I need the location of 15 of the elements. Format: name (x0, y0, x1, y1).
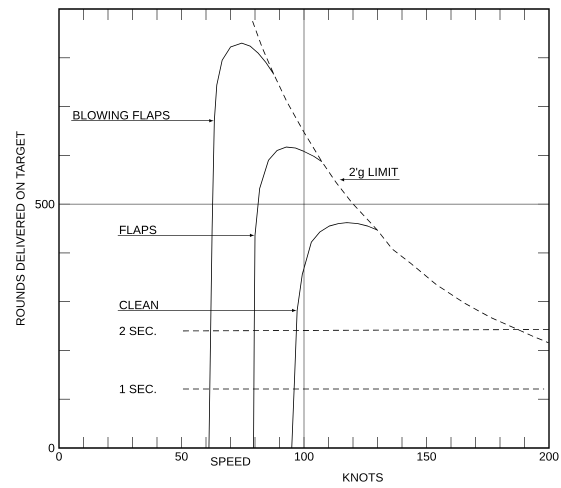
legend-label: 2'g LIMIT (349, 168, 398, 179)
x-tick-label: 200 (540, 452, 559, 461)
y-tick-label: 500 (35, 200, 54, 208)
x-tick-label: 0 (56, 452, 62, 461)
text: CLEAN (120, 300, 158, 310)
y-axis-title: ROUNDS DELIVERED ON TARGET (16, 131, 25, 326)
x-tick-label: 50 (175, 452, 188, 461)
x-tick-label: 150 (417, 452, 436, 461)
text: FLAPS (120, 226, 156, 234)
x-axis-title: SPEED (210, 457, 250, 466)
text: 1 SEC. (120, 384, 156, 394)
text: KNOTS (343, 473, 383, 482)
text: BLOWING FLAPS (73, 111, 170, 120)
text: 2 SEC. (120, 326, 156, 336)
x-tick-label: 100 (294, 452, 314, 461)
